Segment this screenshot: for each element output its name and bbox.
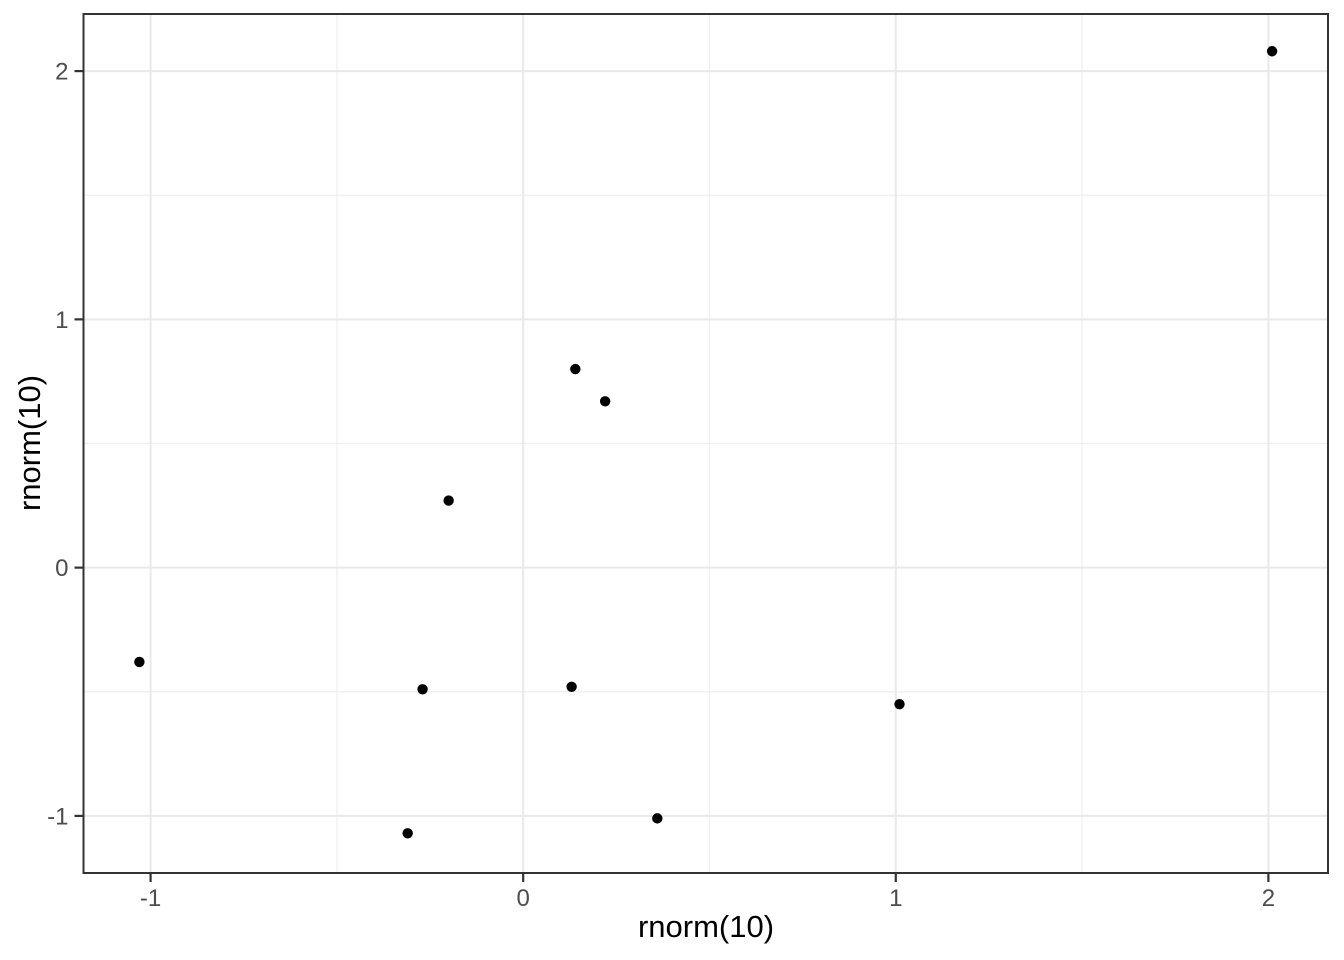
- data-point: [417, 684, 428, 695]
- y-tick-label: 2: [55, 59, 68, 86]
- points-layer: [134, 46, 1278, 839]
- grid-major-layer: [83, 14, 1328, 873]
- data-point: [443, 495, 454, 506]
- data-point: [566, 681, 577, 693]
- data-point: [402, 828, 413, 839]
- x-tick-label: 2: [1262, 885, 1275, 912]
- panel-border: [82, 13, 1329, 874]
- y-tick-label: 1: [55, 307, 68, 334]
- x-tick-label: -1: [140, 885, 161, 912]
- y-axis-title: rnorm(10): [12, 374, 47, 512]
- data-point: [1266, 46, 1278, 57]
- y-tick-label: 0: [55, 555, 68, 582]
- tick-labels-layer: -1 0 1 2 -1 0 1 2: [47, 59, 1275, 912]
- data-point: [570, 363, 581, 375]
- data-point: [599, 396, 611, 407]
- x-tick-label: 0: [516, 885, 529, 912]
- x-tick-label: 1: [889, 885, 902, 912]
- data-point: [894, 698, 905, 710]
- data-point: [652, 813, 663, 824]
- data-point: [134, 656, 145, 668]
- y-tick-label: -1: [47, 803, 68, 830]
- x-axis-title: rnorm(10): [637, 909, 775, 944]
- axis-ticks-layer: [74, 70, 1270, 882]
- grid-minor-layer: [83, 14, 1328, 873]
- panel-border-layer: [82, 13, 1329, 874]
